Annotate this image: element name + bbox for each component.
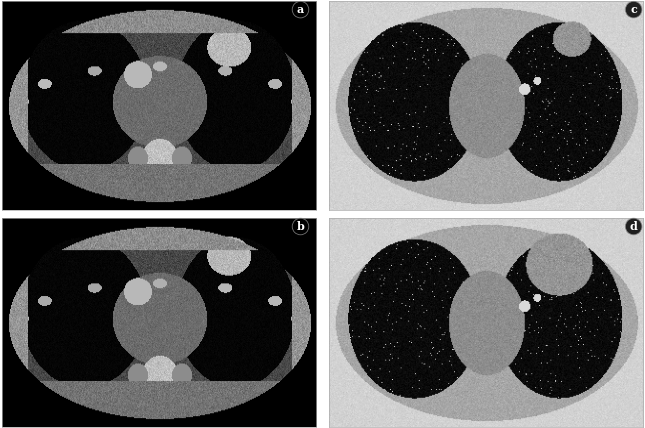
Text: d: d bbox=[630, 221, 637, 232]
Text: a: a bbox=[297, 4, 304, 15]
Text: c: c bbox=[630, 4, 637, 15]
Text: b: b bbox=[297, 221, 304, 232]
